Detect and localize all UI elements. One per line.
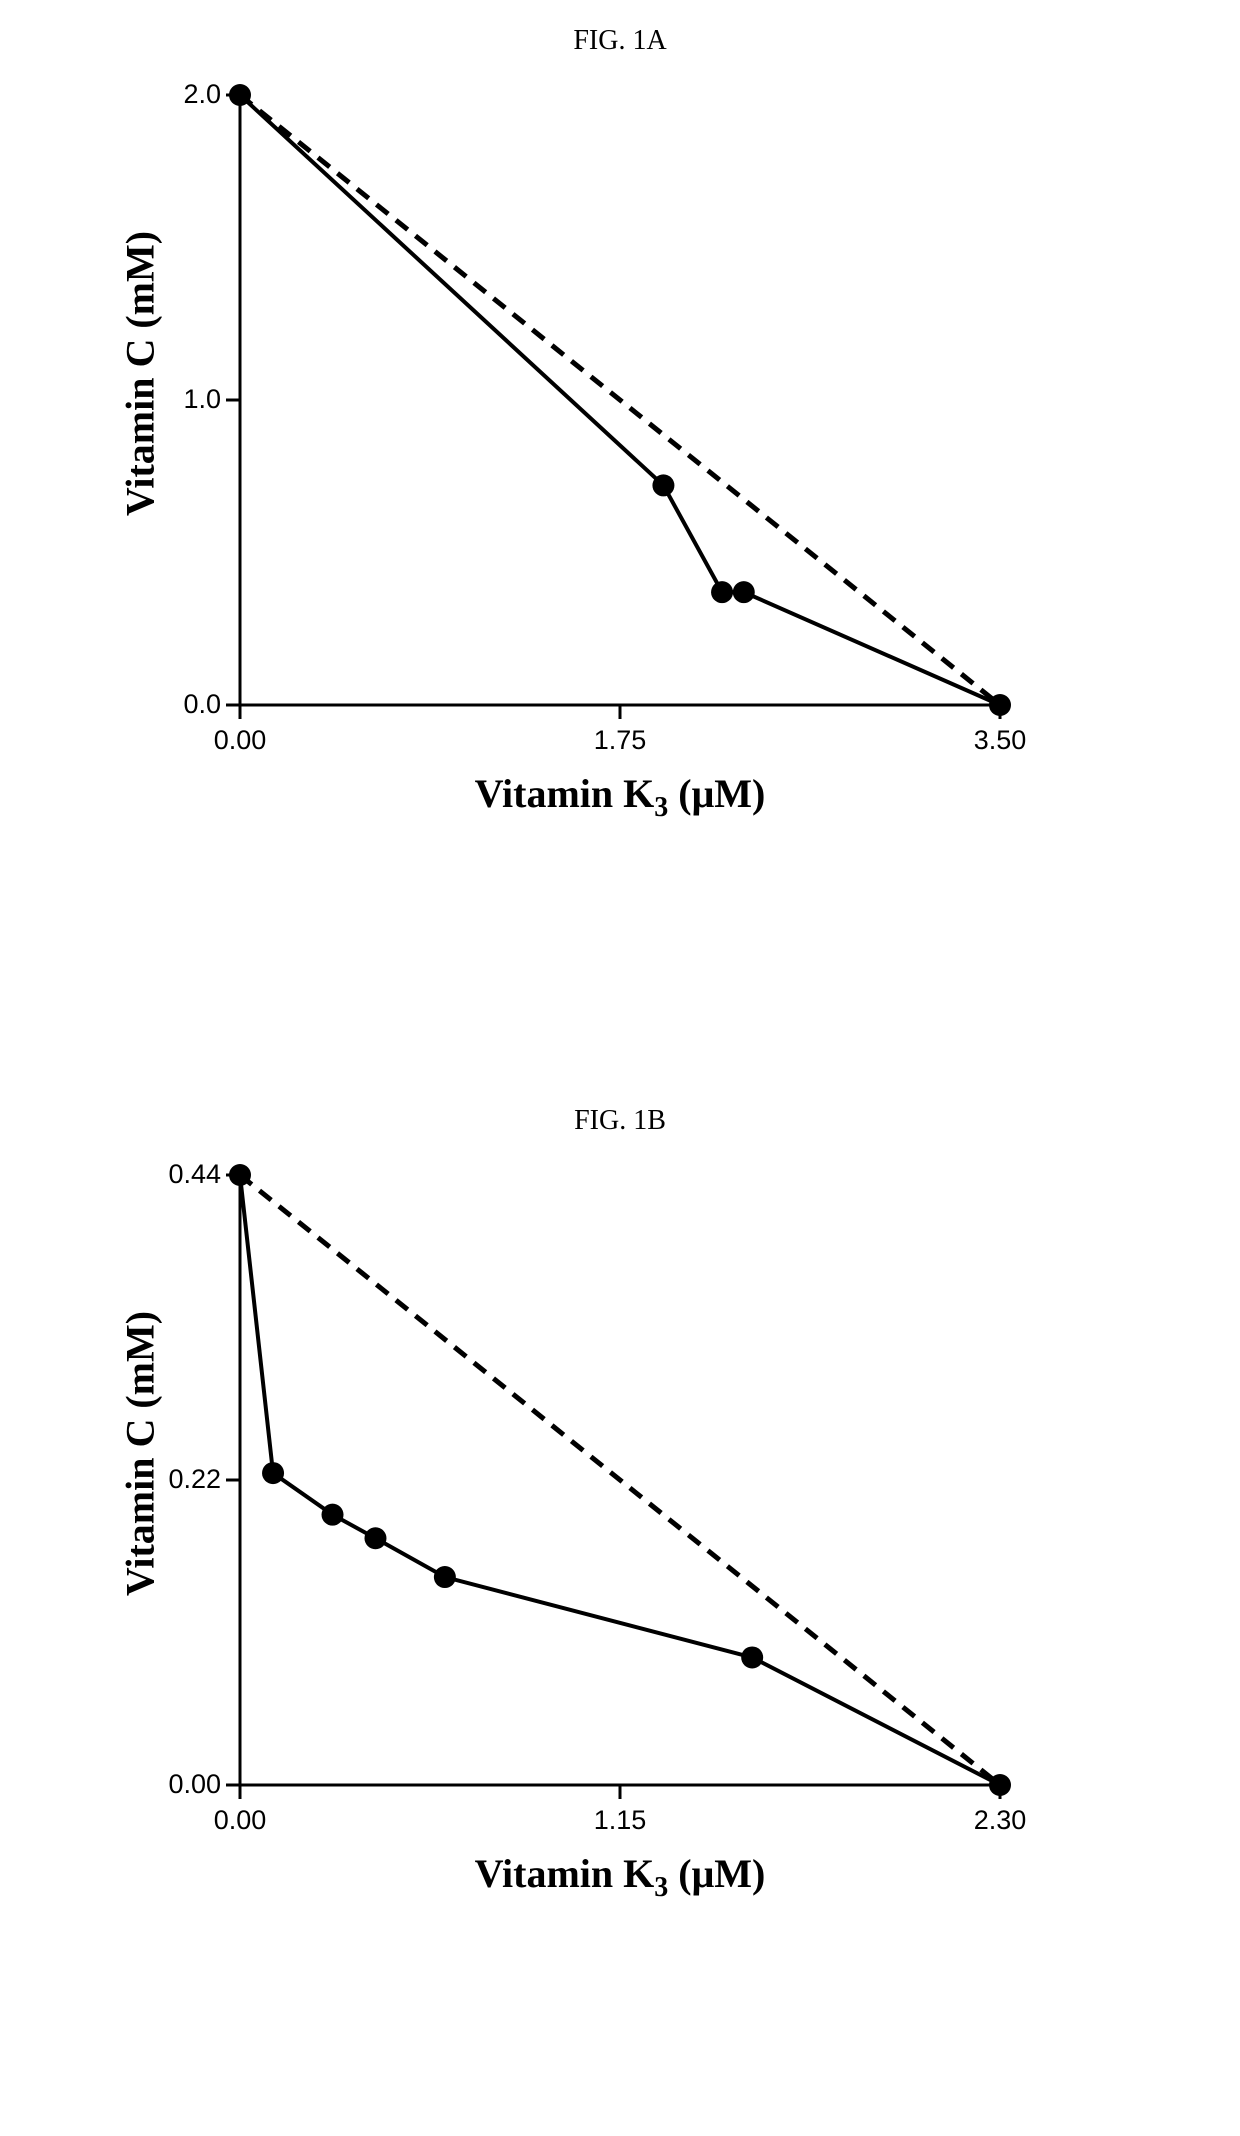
data-marker xyxy=(262,1462,284,1484)
y-tick-label: 0.0 xyxy=(151,689,221,720)
x-tick-label: 2.30 xyxy=(965,1805,1035,1836)
figure-b: FIG. 1BVitamin C (mM)Vitamin K3 (μM)0.00… xyxy=(0,1080,1240,2080)
chart-svg xyxy=(0,0,1040,745)
data-marker xyxy=(364,1527,386,1549)
y-tick-label: 0.00 xyxy=(151,1769,221,1800)
data-marker xyxy=(434,1566,456,1588)
x-tick-label: 0.00 xyxy=(205,1805,275,1836)
y-tick-label: 0.44 xyxy=(151,1159,221,1190)
x-axis-label: Vitamin K3 (μM) xyxy=(270,1850,970,1904)
x-axis-label: Vitamin K3 (μM) xyxy=(270,770,970,824)
data-marker xyxy=(322,1504,344,1526)
chart-svg xyxy=(0,1080,1040,1825)
data-marker xyxy=(989,694,1011,716)
y-tick-label: 1.0 xyxy=(151,384,221,415)
data-marker xyxy=(733,581,755,603)
x-tick-label: 3.50 xyxy=(965,725,1035,756)
data-marker xyxy=(652,474,674,496)
dashed-reference-line xyxy=(240,95,1000,705)
figure-a: FIG. 1AVitamin C (mM)Vitamin K3 (μM)0.00… xyxy=(0,0,1240,1000)
data-marker xyxy=(229,84,251,106)
data-marker xyxy=(741,1646,763,1668)
dashed-reference-line xyxy=(240,1175,1000,1785)
data-marker xyxy=(989,1774,1011,1796)
x-tick-label: 0.00 xyxy=(205,725,275,756)
data-marker xyxy=(711,581,733,603)
y-tick-label: 2.0 xyxy=(151,79,221,110)
data-marker xyxy=(229,1164,251,1186)
y-tick-label: 0.22 xyxy=(151,1464,221,1495)
x-tick-label: 1.15 xyxy=(585,1805,655,1836)
x-tick-label: 1.75 xyxy=(585,725,655,756)
